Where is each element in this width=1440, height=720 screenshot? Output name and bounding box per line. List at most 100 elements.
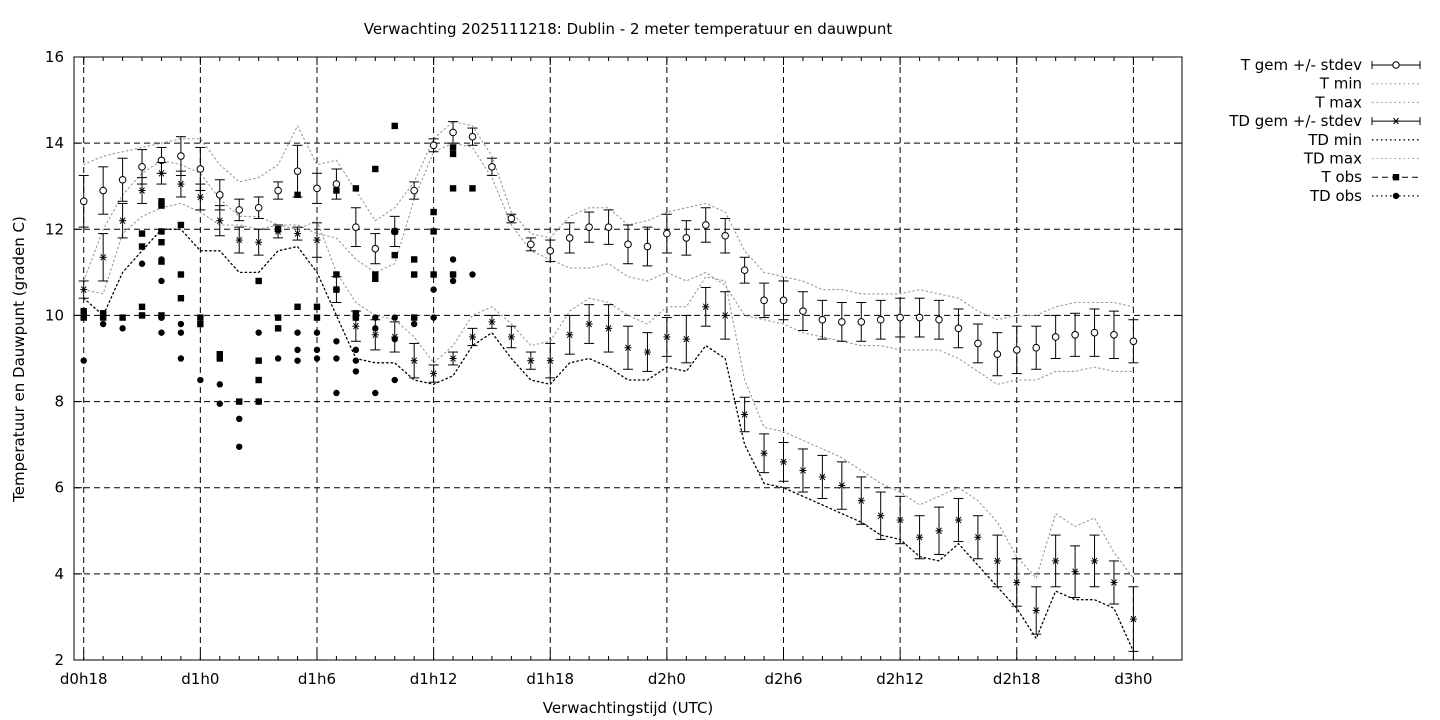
td-obs-point xyxy=(410,314,418,321)
t-mean-point xyxy=(546,247,555,255)
legend-item: TD min xyxy=(1307,131,1420,149)
td-obs-point xyxy=(410,320,418,328)
t-mean-point xyxy=(196,165,205,173)
td-obs-point xyxy=(158,329,165,336)
legend-label: TD min xyxy=(1307,131,1362,149)
star-stroke xyxy=(1072,568,1078,575)
td-obs-point xyxy=(158,256,165,263)
td-mean-point xyxy=(294,230,302,237)
star-stroke xyxy=(158,170,165,177)
x-tick-label: d2h0 xyxy=(648,670,686,688)
t-obs-point xyxy=(197,320,204,328)
t-obs-point xyxy=(158,202,165,209)
star-stroke xyxy=(644,348,651,356)
td-obs-point xyxy=(449,277,457,285)
td-mean-point xyxy=(430,370,438,377)
td-mean-point xyxy=(216,217,224,224)
td-obs-point xyxy=(449,256,457,263)
t-obs-point xyxy=(352,185,360,192)
td-mean-point xyxy=(196,193,204,201)
t-mean-point xyxy=(779,296,788,305)
t-mean-point xyxy=(643,242,652,251)
td-obs-point xyxy=(294,346,301,354)
x-tick-label: d0h18 xyxy=(60,670,108,688)
td-mean-point xyxy=(99,253,107,261)
star-stroke xyxy=(838,482,845,489)
t-obs-point xyxy=(158,228,165,235)
star-stroke xyxy=(508,333,515,341)
legend-marker-circle xyxy=(1392,61,1400,69)
star-stroke xyxy=(1013,579,1020,586)
t-mean-point xyxy=(565,234,574,242)
star-stroke xyxy=(547,357,554,364)
td-mean-point xyxy=(468,333,476,341)
t-mean-point xyxy=(410,186,418,195)
star-stroke xyxy=(294,230,301,237)
y-tick-label: 2 xyxy=(54,651,64,669)
td-mean-point xyxy=(741,411,749,418)
t-obs-point xyxy=(177,221,185,229)
td-mean-point xyxy=(546,357,554,364)
t-obs-point xyxy=(138,243,146,250)
star-stroke xyxy=(741,411,748,418)
star-stroke xyxy=(430,370,437,377)
td-obs-point xyxy=(177,355,185,362)
series-marks xyxy=(78,121,1139,652)
t-obs-point xyxy=(158,239,165,246)
t-obs-point xyxy=(372,275,379,283)
td-mean-point xyxy=(313,236,321,244)
t-mean-point xyxy=(838,318,846,326)
star-stroke xyxy=(683,335,690,343)
t-obs-point xyxy=(216,355,223,362)
legend-item: T gem +/- stdev xyxy=(1240,56,1421,74)
y-tick-label: 4 xyxy=(54,565,64,583)
td-mean-point xyxy=(896,516,904,524)
legend-label: T max xyxy=(1314,93,1362,111)
t-mean-point xyxy=(624,240,632,249)
star-stroke xyxy=(216,217,223,224)
x-tick-label: d2h6 xyxy=(764,670,802,688)
td-obs-point xyxy=(313,329,321,336)
legend-label: T min xyxy=(1319,75,1362,93)
td-obs-point xyxy=(255,398,262,405)
t-mean-point xyxy=(799,307,807,315)
star-stroke xyxy=(994,557,1001,565)
td-mean-point xyxy=(371,331,379,339)
t-mean-point xyxy=(1110,331,1118,339)
star-stroke xyxy=(527,357,534,364)
td-mean-point xyxy=(352,322,360,330)
x-tick-label: d1h0 xyxy=(181,670,219,688)
y-tick-label: 12 xyxy=(45,220,64,238)
td-obs-point xyxy=(216,381,223,388)
y-tick-label: 6 xyxy=(54,479,64,497)
td-mean-point xyxy=(1032,607,1040,614)
td-mean-point xyxy=(507,333,515,341)
x-tick-label: d2h12 xyxy=(876,670,924,688)
td-mean-point xyxy=(838,482,846,489)
star-stroke xyxy=(1033,607,1040,614)
td-obs-point xyxy=(391,335,398,343)
y-tick-label: 10 xyxy=(45,306,64,324)
t-obs-point xyxy=(80,307,87,315)
t-obs-point xyxy=(430,228,437,235)
td-obs-point xyxy=(333,389,340,397)
t-mean-point xyxy=(1032,343,1041,352)
t-obs-point xyxy=(138,230,146,237)
td-mean-point xyxy=(935,527,943,535)
t-mean-point xyxy=(293,167,302,175)
t-obs-point xyxy=(274,226,282,233)
t-mean-point xyxy=(740,266,749,275)
td-mean-point xyxy=(974,533,982,541)
legend-marker-square xyxy=(1392,174,1400,181)
star-stroke xyxy=(722,312,729,319)
x-tick-label: d1h18 xyxy=(526,670,574,688)
td-obs-point xyxy=(80,357,87,364)
star-stroke xyxy=(664,333,670,341)
td-mean-point xyxy=(80,286,88,293)
t-mean-point xyxy=(682,234,691,242)
td-mean-point xyxy=(449,355,457,362)
star-stroke xyxy=(566,331,573,339)
td-mean-point xyxy=(916,533,924,541)
td-mean-point xyxy=(799,467,807,474)
td-mean-point xyxy=(157,170,165,177)
